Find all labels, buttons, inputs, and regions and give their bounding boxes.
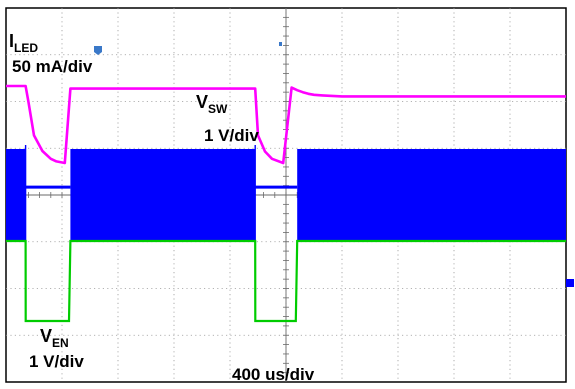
vsw-switching-band — [6, 149, 26, 241]
traces — [6, 84, 566, 323]
ven-trace — [6, 239, 566, 323]
ven-scale-label: 1 V/div — [29, 352, 84, 371]
ven-label-sub: EN — [52, 336, 69, 350]
iled-scale-label: 50 mA/div — [12, 57, 93, 76]
vsw-label-sub: SW — [208, 102, 228, 116]
trigger-position-marker — [94, 46, 102, 55]
iled-label-main: I — [9, 31, 15, 51]
center-time-marker — [279, 42, 282, 46]
markers — [94, 42, 574, 287]
iled-label-sub: LED — [14, 41, 39, 55]
vsw-switching-band — [70, 149, 256, 241]
iled-label: ILED — [9, 31, 38, 54]
ven-label-main: V — [40, 326, 53, 346]
vsw-switching-band — [297, 149, 566, 241]
iled-trace — [6, 84, 566, 165]
channel-level-marker — [566, 279, 574, 287]
time-scale-label: 400 us/div — [232, 365, 315, 384]
vsw-label: VSW — [196, 92, 227, 115]
vsw-scale-label: 1 V/div — [204, 126, 259, 145]
ven-label: VEN — [40, 326, 69, 349]
vsw-label-main: V — [196, 92, 209, 112]
